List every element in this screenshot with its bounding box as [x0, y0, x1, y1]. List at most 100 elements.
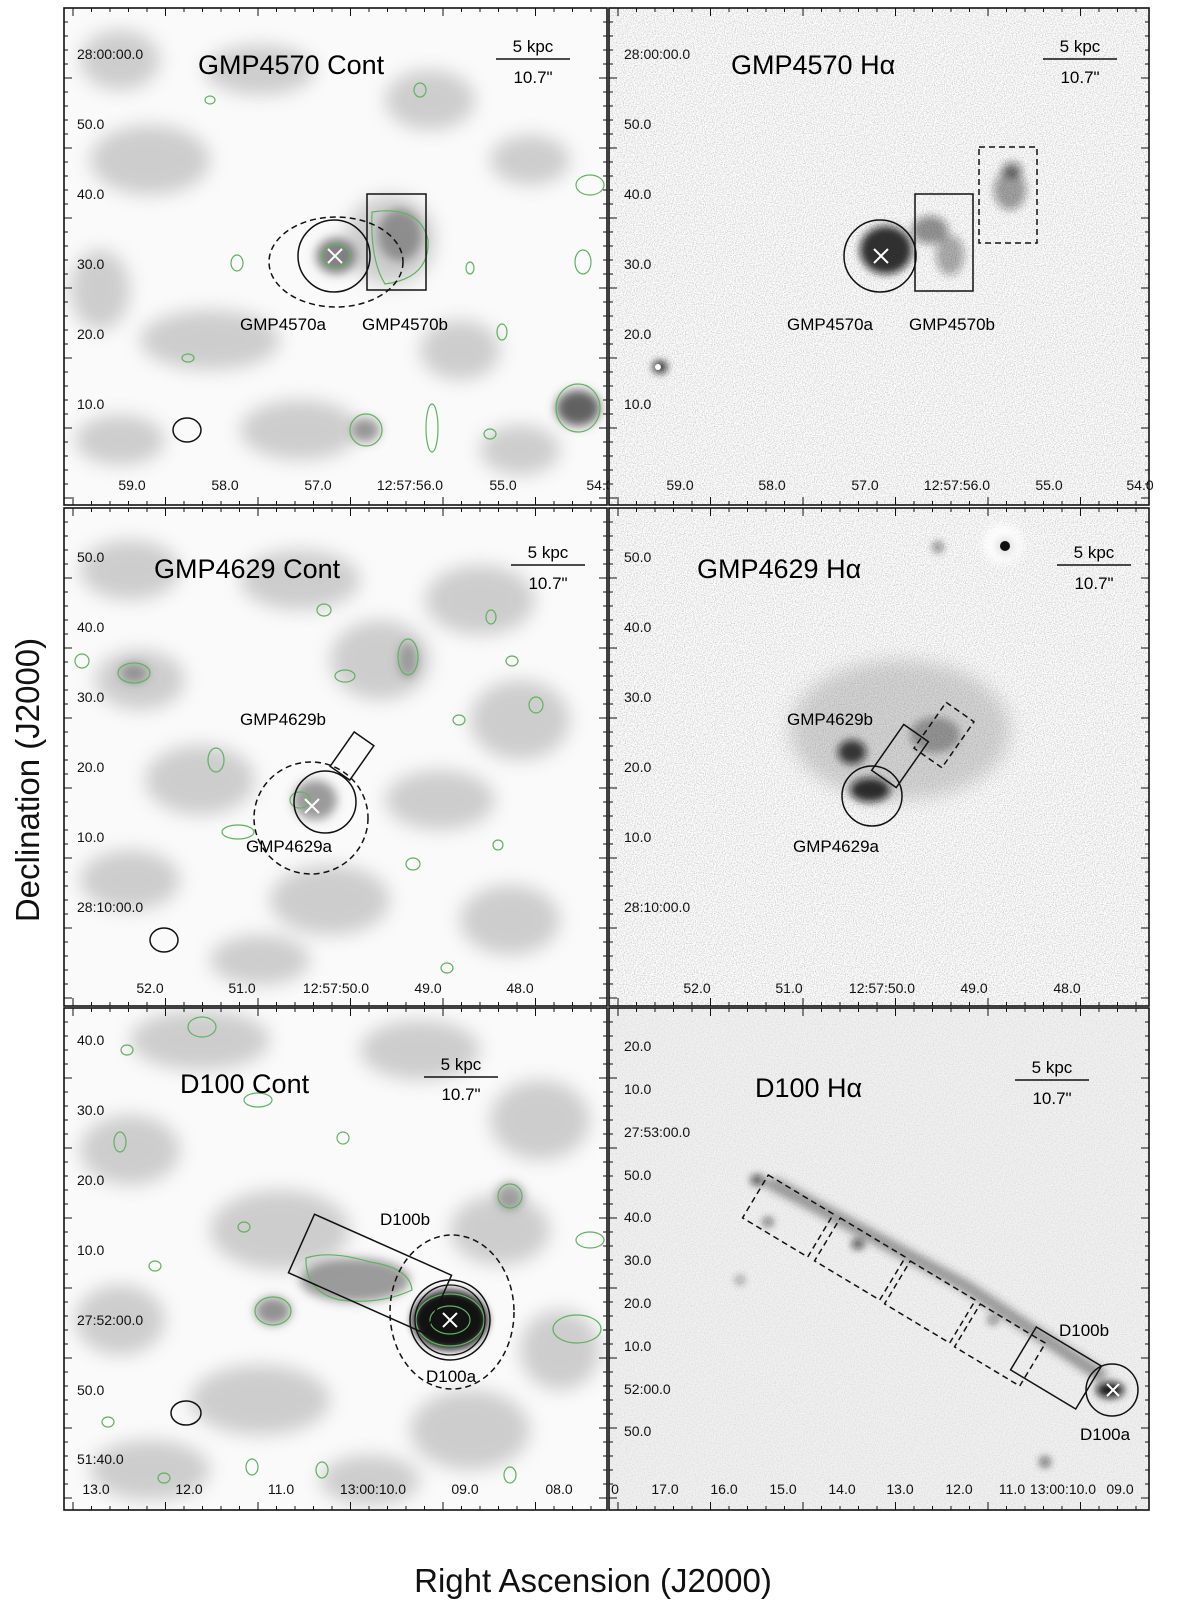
dec-tick-labels: 28:00:00.0 50.0 40.0 30.0 20.0 10.0: [624, 46, 690, 412]
svg-text:20.0: 20.0: [624, 1038, 651, 1054]
scale-bar: 5 kpc 10.7": [511, 543, 585, 593]
svg-text:50.0: 50.0: [77, 549, 104, 565]
ra-tick-labels: 13.0 12.0 11.0 13:00:10.0 09.0 08.0: [82, 1481, 572, 1497]
region-b: [329, 730, 375, 782]
svg-text:10.0: 10.0: [77, 1242, 104, 1258]
svg-text:0: 0: [611, 1481, 619, 1497]
overlay-regions: [841, 701, 976, 827]
region-tail-4: [953, 1302, 1047, 1388]
flux-contours: [74, 603, 544, 974]
svg-text:11.0: 11.0: [268, 1481, 294, 1497]
ra-tick-labels: 59.0 58.0 57.0 12:57:56.0 55.0 54.0: [666, 477, 1153, 493]
svg-text:50.0: 50.0: [77, 1382, 104, 1398]
svg-text:28:00:00.0: 28:00:00.0: [77, 46, 143, 62]
svg-text:10.7": 10.7": [513, 68, 552, 87]
center-marker: [304, 798, 320, 814]
svg-text:28:00:00.0: 28:00:00.0: [624, 46, 690, 62]
beam-ellipse: [172, 417, 202, 443]
svg-text:48.0: 48.0: [1053, 980, 1080, 996]
svg-text:13:00:10.0: 13:00:10.0: [340, 1481, 406, 1497]
panel-gmp4570-cont: GMP4570 Cont 5 kpc 10.7" GMP4570a GMP457…: [63, 7, 614, 506]
svg-text:40.0: 40.0: [77, 186, 104, 202]
svg-text:11.0: 11.0: [999, 1481, 1025, 1497]
svg-text:27:53:00.0: 27:53:00.0: [624, 1124, 690, 1140]
panel-title: GMP4629 Cont: [154, 554, 341, 584]
continuum-image: [74, 540, 570, 985]
outer-aperture: [268, 216, 404, 308]
region-b: [870, 723, 930, 789]
label-a: D100a: [1080, 1425, 1131, 1444]
svg-text:57.0: 57.0: [304, 477, 331, 493]
panel-title: D100 Hα: [755, 1073, 862, 1103]
svg-text:55.0: 55.0: [1035, 477, 1062, 493]
aperture-a: [293, 770, 357, 834]
svg-text:5 kpc: 5 kpc: [513, 37, 554, 56]
dec-tick-labels: 20.0 10.0 27:53:00.0 50.0 40.0 30.0 20.0…: [624, 1038, 690, 1439]
svg-text:49.0: 49.0: [960, 980, 987, 996]
svg-text:27:52:00.0: 27:52:00.0: [77, 1312, 143, 1328]
svg-text:13.0: 13.0: [82, 1481, 109, 1497]
svg-text:28:10:00.0: 28:10:00.0: [77, 899, 143, 915]
svg-text:17.0: 17.0: [651, 1481, 678, 1497]
svg-text:10.0: 10.0: [624, 1081, 651, 1097]
svg-text:48.0: 48.0: [506, 980, 533, 996]
svg-text:55.0: 55.0: [489, 477, 516, 493]
svg-text:10.0: 10.0: [624, 829, 651, 845]
svg-text:50.0: 50.0: [624, 1423, 651, 1439]
svg-text:50.0: 50.0: [77, 116, 104, 132]
scale-bar: 5 kpc 10.7": [1057, 543, 1131, 593]
dec-tick-labels: 50.0 40.0 30.0 20.0 10.0 28:10:00.0: [77, 549, 143, 915]
flux-contours: [101, 1016, 605, 1484]
svg-text:49.0: 49.0: [414, 980, 441, 996]
region-tail-2: [813, 1216, 907, 1302]
panel-d100-ha: D100 Hα 5 kpc 10.7" D100b D100a 20.0 10.…: [608, 1007, 1150, 1511]
label-a: GMP4570a: [240, 315, 327, 334]
panel-d100-cont: D100 Cont 5 kpc 10.7" D100b D100a 40.0 3…: [63, 1007, 608, 1511]
svg-text:30.0: 30.0: [77, 256, 104, 272]
svg-text:10.7": 10.7": [1074, 574, 1113, 593]
x-axis-label: Right Ascension (J2000): [414, 1562, 772, 1599]
svg-text:16.0: 16.0: [710, 1481, 737, 1497]
svg-text:08.0: 08.0: [545, 1481, 572, 1497]
svg-text:14.0: 14.0: [828, 1481, 855, 1497]
region-tail: [912, 701, 976, 769]
scale-bar: 5 kpc 10.7": [496, 37, 570, 87]
beam-ellipse: [170, 1400, 202, 1426]
panel-title: GMP4570 Cont: [198, 50, 385, 80]
overlay-regions: [287, 1213, 515, 1390]
svg-text:12:57:56.0: 12:57:56.0: [377, 477, 443, 493]
overlay-regions: [741, 1173, 1139, 1417]
svg-text:13.0: 13.0: [886, 1481, 913, 1497]
region-b: [287, 1213, 453, 1335]
center-marker: [327, 248, 343, 264]
svg-text:10.0: 10.0: [624, 396, 651, 412]
panel-title: GMP4629 Hα: [697, 554, 861, 584]
axis-ticks: [64, 8, 1149, 1510]
svg-text:20.0: 20.0: [77, 326, 104, 342]
ra-tick-labels: 59.0 58.0 57.0 12:57:56.0 55.0 54.0: [118, 477, 613, 493]
svg-text:57.0: 57.0: [851, 477, 878, 493]
svg-text:10.0: 10.0: [77, 829, 104, 845]
ra-tick-labels: 52.0 51.0 12:57:50.0 49.0 48.0: [683, 980, 1080, 996]
overlay-regions: [268, 193, 427, 308]
label-b: GMP4570b: [909, 315, 995, 334]
dec-tick-labels: 50.0 40.0 30.0 20.0 10.0 28:10:00.0: [624, 549, 690, 915]
panel-gmp4629-cont: GMP4629 Cont 5 kpc 10.7" GMP4629b GMP462…: [63, 507, 608, 1007]
svg-text:51.0: 51.0: [228, 980, 255, 996]
outer-aperture: [389, 1234, 515, 1390]
svg-text:12.0: 12.0: [945, 1481, 972, 1497]
aperture-a: [841, 765, 903, 827]
svg-text:20.0: 20.0: [624, 759, 651, 775]
svg-text:30.0: 30.0: [624, 689, 651, 705]
ra-tick-labels: 52.0 51.0 12:57:50.0 49.0 48.0: [136, 980, 533, 996]
label-a: GMP4570a: [787, 315, 874, 334]
svg-text:20.0: 20.0: [77, 759, 104, 775]
outer-aperture: [253, 761, 369, 875]
aperture-a: [297, 219, 371, 293]
flux-contours: [181, 82, 605, 453]
region-b: [366, 193, 427, 291]
region-b: [1009, 1325, 1103, 1411]
svg-text:20.0: 20.0: [77, 1172, 104, 1188]
svg-text:20.0: 20.0: [624, 326, 651, 342]
svg-text:28:10:00.0: 28:10:00.0: [624, 899, 690, 915]
